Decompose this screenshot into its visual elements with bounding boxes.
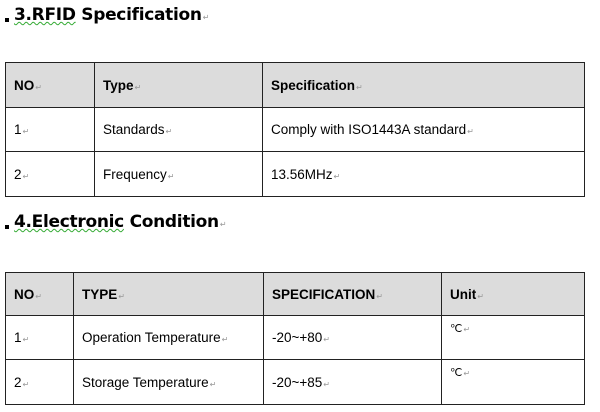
column-header: Type [94,62,263,108]
electronic-condition-table: NO TYPE SPECIFICATION Unit 1 Operation T… [5,272,585,405]
column-header: NO [5,272,74,316]
heading-number: 3.RFID [14,5,76,25]
cell-type: Storage Temperature [73,359,264,405]
heading-text: Specification [81,5,209,25]
table-header-row: NO TYPE SPECIFICATION Unit [5,272,585,316]
heading-number: 4.Electronic [14,212,124,232]
section-heading-electronic: 4.Electronic Condition [5,212,227,232]
section-heading-rfid: 3.RFID Specification [5,5,209,25]
cell-no: 1 [5,107,95,152]
table-row: 1 Standards Comply with ISO1443A standar… [5,107,585,152]
column-header: Specification [262,62,585,108]
table-row: 2 Storage Temperature -20~+85 ℃ [5,359,585,405]
table-row: 2 Frequency 13.56MHz [5,151,585,197]
cell-no: 2 [5,151,95,197]
heading-text: Condition [130,212,227,232]
column-header: SPECIFICATION [263,272,442,316]
cell-no: 1 [5,315,74,360]
cell-unit: ℃ [441,315,585,360]
cell-spec: -20~+80 [263,315,442,360]
cell-spec: Comply with ISO1443A standard [262,107,585,152]
cell-type: Frequency [94,151,263,197]
table-header-row: NO Type Specification [5,62,585,108]
cell-spec: 13.56MHz [262,151,585,197]
cell-type: Standards [94,107,263,152]
column-header: TYPE [73,272,264,316]
column-header: Unit [441,272,585,316]
table-row: 1 Operation Temperature -20~+80 ℃ [5,315,585,360]
cell-no: 2 [5,359,74,405]
cell-spec: -20~+85 [263,359,442,405]
cell-unit: ℃ [441,359,585,405]
column-header: NO [5,62,95,108]
rfid-spec-table: NO Type Specification 1 Standards Comply… [5,62,585,197]
cell-type: Operation Temperature [73,315,264,360]
